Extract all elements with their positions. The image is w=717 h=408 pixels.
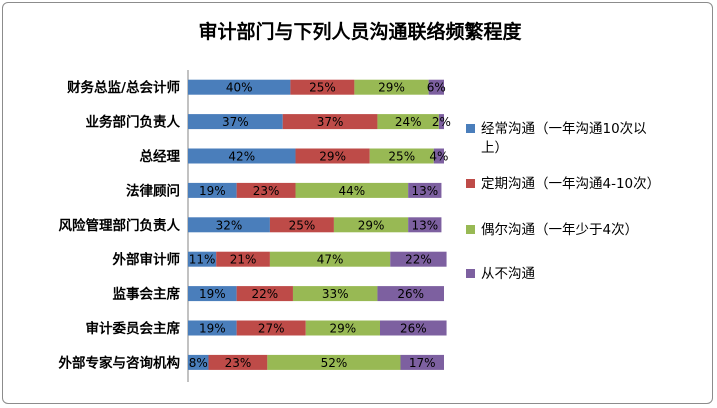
chart-title: 审计部门与下列人员沟通联络频繁程度 bbox=[198, 20, 522, 43]
data-label: 25% bbox=[309, 81, 336, 95]
bar-segment bbox=[400, 354, 444, 370]
bar-segment bbox=[188, 148, 296, 164]
data-label: 26% bbox=[400, 322, 427, 336]
category-label: 审计委员会主席 bbox=[86, 320, 181, 337]
category-label: 总经理 bbox=[140, 148, 181, 165]
legend-label: 上） bbox=[481, 140, 508, 156]
data-label: 26% bbox=[397, 287, 424, 301]
category-label: 监事会主席 bbox=[113, 286, 181, 303]
data-label: 29% bbox=[330, 322, 357, 336]
data-label: 47% bbox=[317, 253, 344, 267]
bar-segment bbox=[269, 251, 391, 267]
bar-segment bbox=[292, 286, 378, 302]
data-label: 22% bbox=[405, 253, 432, 267]
category-label: 外部审计师 bbox=[113, 251, 181, 268]
legend-label: 经常沟通（一年沟通10次以 bbox=[481, 121, 647, 137]
bar-segment bbox=[188, 286, 237, 302]
legend-swatch bbox=[466, 124, 475, 133]
category-label: 法律顾问 bbox=[126, 182, 180, 199]
bar-segment bbox=[433, 148, 444, 164]
data-label: 29% bbox=[378, 81, 405, 95]
bar-segment bbox=[377, 286, 444, 302]
data-label: 4% bbox=[429, 150, 448, 164]
bar-segment bbox=[269, 217, 334, 233]
data-label: 19% bbox=[199, 184, 226, 198]
category-label: 外部专家与咨询机构 bbox=[59, 354, 181, 371]
bar-segment bbox=[295, 148, 370, 164]
bar-segment bbox=[267, 354, 401, 370]
data-label: 29% bbox=[319, 150, 346, 164]
data-label: 11% bbox=[189, 253, 216, 267]
category-label: 风险管理部门负责人 bbox=[59, 217, 181, 234]
bar-segment bbox=[282, 114, 378, 130]
data-label: 27% bbox=[258, 322, 285, 336]
data-label: 17% bbox=[409, 356, 436, 370]
data-label: 25% bbox=[289, 218, 316, 232]
data-label: 29% bbox=[358, 218, 385, 232]
bar-segment bbox=[236, 320, 306, 336]
bar-segment bbox=[188, 182, 237, 198]
data-label: 52% bbox=[321, 356, 348, 370]
data-label: 21% bbox=[230, 253, 257, 267]
bar-segment bbox=[380, 320, 447, 336]
data-label: 24% bbox=[395, 115, 422, 129]
data-label: 8% bbox=[189, 356, 208, 370]
bar-segment bbox=[290, 79, 355, 95]
data-label: 13% bbox=[411, 184, 438, 198]
bar-segment bbox=[236, 286, 293, 302]
bar-segment bbox=[188, 79, 291, 95]
data-label: 19% bbox=[199, 322, 226, 336]
category-label: 财务总监/总会计师 bbox=[66, 79, 180, 96]
bar-segment bbox=[305, 320, 380, 336]
data-label: 6% bbox=[427, 81, 446, 95]
data-label: 23% bbox=[225, 356, 252, 370]
bar-segment bbox=[188, 217, 270, 233]
bar-segment bbox=[438, 114, 444, 130]
data-label: 19% bbox=[199, 287, 226, 301]
data-label: 42% bbox=[228, 150, 255, 164]
bar-segment bbox=[188, 251, 217, 267]
category-label: 业务部门负责人 bbox=[86, 114, 181, 131]
data-label: 32% bbox=[216, 218, 243, 232]
bar-segment bbox=[408, 182, 442, 198]
bar-segment bbox=[188, 354, 209, 370]
bar-segment bbox=[390, 251, 447, 267]
chart-frame bbox=[2, 2, 713, 404]
data-label: 25% bbox=[388, 150, 415, 164]
legend-label: 从不沟通 bbox=[481, 266, 535, 282]
bar-segment bbox=[333, 217, 409, 233]
bar-segment bbox=[377, 114, 439, 130]
bar-segment bbox=[208, 354, 268, 370]
data-label: 40% bbox=[226, 81, 253, 95]
bar-segment bbox=[354, 79, 429, 95]
data-label: 22% bbox=[251, 287, 278, 301]
bar-segment bbox=[428, 79, 444, 95]
bar-segment bbox=[236, 182, 296, 198]
bar-segment bbox=[188, 114, 283, 130]
bar-segment bbox=[188, 320, 237, 336]
bar-segment bbox=[369, 148, 434, 164]
data-label: 37% bbox=[222, 115, 249, 129]
legend-swatch bbox=[466, 225, 475, 234]
data-label: 33% bbox=[322, 287, 349, 301]
legend-swatch bbox=[466, 179, 475, 188]
data-label: 23% bbox=[253, 184, 280, 198]
data-label: 44% bbox=[339, 184, 366, 198]
bar-segment bbox=[216, 251, 270, 267]
bar-segment bbox=[295, 182, 409, 198]
data-label: 2% bbox=[432, 115, 451, 129]
legend-swatch bbox=[466, 269, 475, 278]
bar-segment bbox=[408, 217, 442, 233]
data-label: 13% bbox=[411, 218, 438, 232]
legend-label: 定期沟通（一年沟通4-10次） bbox=[481, 176, 660, 192]
legend-label: 偶尔沟通（一年少于4次） bbox=[481, 222, 638, 238]
data-label: 37% bbox=[317, 115, 344, 129]
